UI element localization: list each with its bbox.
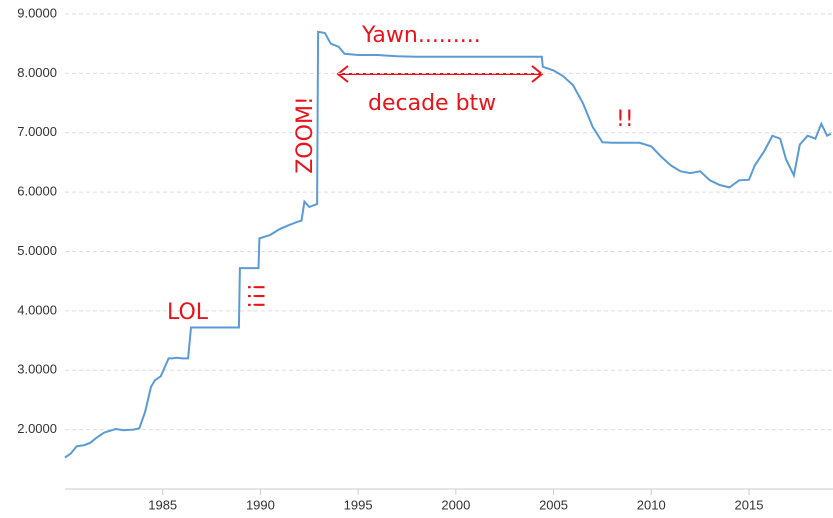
x-tick-label: 1995 bbox=[344, 497, 373, 512]
y-tick-label: 7.0000 bbox=[17, 124, 57, 139]
x-tick-label: 2010 bbox=[637, 497, 666, 512]
annotation: !!! bbox=[242, 283, 267, 309]
x-tick-label: 2000 bbox=[441, 497, 470, 512]
y-tick-label: 5.0000 bbox=[17, 243, 57, 258]
x-tick-label: 1990 bbox=[246, 497, 275, 512]
annotation: !! bbox=[616, 107, 634, 132]
annotation: ZOOM! bbox=[293, 96, 318, 174]
y-tick-label: 8.0000 bbox=[17, 65, 57, 80]
y-tick-label: 9.0000 bbox=[17, 5, 57, 20]
x-tick-label: 2015 bbox=[735, 497, 764, 512]
y-tick-label: 3.0000 bbox=[17, 362, 57, 377]
y-tick-label: 2.0000 bbox=[17, 421, 57, 436]
x-tick-label: 1985 bbox=[148, 497, 177, 512]
annotation: decade btw bbox=[368, 91, 496, 116]
y-tick-label: 6.0000 bbox=[17, 184, 57, 199]
y-tick-label: 4.0000 bbox=[17, 302, 57, 317]
annotation: LOL bbox=[167, 300, 209, 325]
x-tick-label: 2005 bbox=[539, 497, 568, 512]
data-line bbox=[64, 30, 832, 459]
arrow bbox=[336, 65, 544, 83]
annotation: Yawn......... bbox=[361, 23, 481, 48]
